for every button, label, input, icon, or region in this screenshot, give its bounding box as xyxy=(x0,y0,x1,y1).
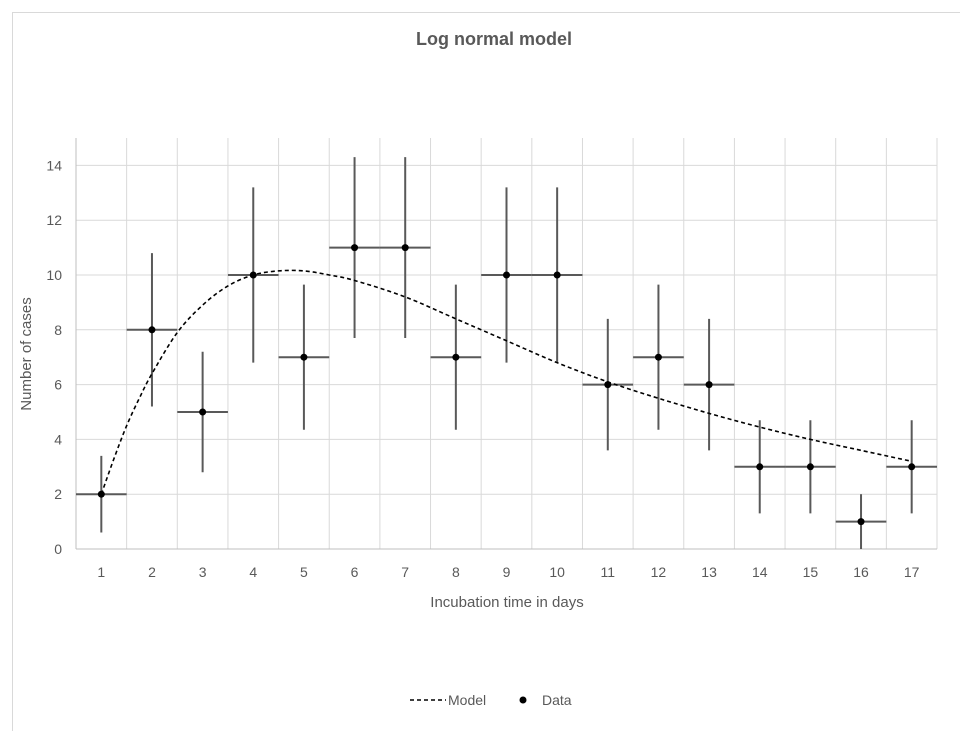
x-axis-label: Incubation time in days xyxy=(430,594,583,611)
x-tick-label: 3 xyxy=(199,564,207,580)
y-tick-label: 4 xyxy=(54,431,62,447)
x-tick-label: 16 xyxy=(853,564,869,580)
data-point xyxy=(604,381,612,389)
error-bars xyxy=(76,157,937,549)
data-point xyxy=(756,463,764,471)
x-tick-label: 11 xyxy=(601,564,616,580)
data-point xyxy=(806,463,814,471)
y-tick-label: 6 xyxy=(54,377,62,393)
legend-model-label: Model xyxy=(448,692,486,708)
data-point xyxy=(148,326,156,334)
y-tick-label: 8 xyxy=(54,322,62,338)
x-tick-label: 12 xyxy=(651,564,667,580)
x-tick-label: 5 xyxy=(300,564,308,580)
chart-title: Log normal model xyxy=(416,29,572,49)
data-point xyxy=(300,353,308,361)
model-line xyxy=(100,269,912,495)
data-point xyxy=(908,463,916,471)
x-tick-label: 13 xyxy=(701,564,717,580)
x-tick-label: 10 xyxy=(549,564,565,580)
x-tick-label: 2 xyxy=(148,564,156,580)
y-tick-label: 14 xyxy=(46,157,62,173)
y-tick-label: 10 xyxy=(46,267,62,283)
data-point xyxy=(705,381,713,389)
data-point xyxy=(503,271,510,279)
x-tick-label: 15 xyxy=(803,564,819,580)
y-tick-label: 12 xyxy=(46,212,62,228)
y-axis-label: Number of cases xyxy=(18,297,35,410)
x-tick-label: 6 xyxy=(351,564,359,580)
y-tick-label: 0 xyxy=(54,541,62,557)
data-point xyxy=(199,408,207,416)
data-point xyxy=(452,353,460,361)
legend-data-marker xyxy=(519,696,527,704)
data-point xyxy=(654,353,662,361)
data-point xyxy=(401,244,409,252)
data-points xyxy=(97,244,916,526)
data-point xyxy=(97,490,105,498)
data-point xyxy=(351,244,359,252)
chart-frame: Log normal model 0 2 4 6 8 10 12 14 1 2 3 4 5 6 7 8 9 10 1… xyxy=(12,12,960,731)
data-point xyxy=(249,271,257,279)
legend-data-label: Data xyxy=(542,692,572,708)
x-tick-label: 8 xyxy=(452,564,460,580)
x-tick-label: 9 xyxy=(503,564,511,580)
y-tick-label: 2 xyxy=(54,486,62,502)
x-tick-label: 14 xyxy=(752,564,768,580)
data-point xyxy=(857,518,865,526)
x-tick-label: 1 xyxy=(97,564,105,580)
x-tick-label: 4 xyxy=(249,564,257,580)
x-tick-label: 17 xyxy=(904,564,920,580)
data-point xyxy=(553,271,561,279)
legend: Model Data xyxy=(410,692,572,708)
x-tick-label: 7 xyxy=(401,564,409,580)
